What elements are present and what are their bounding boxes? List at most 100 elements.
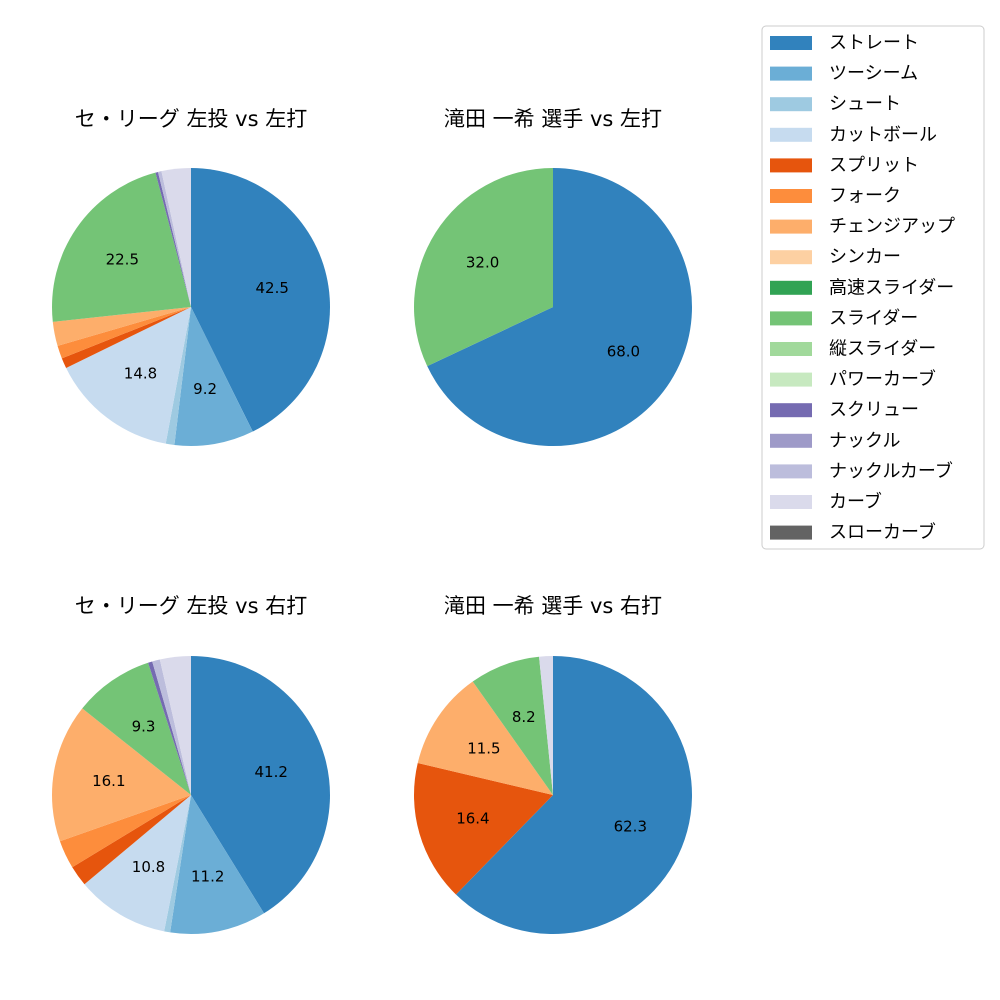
pie-labels: 68.0 32.0 bbox=[466, 253, 640, 360]
legend-item: フォーク bbox=[770, 186, 901, 207]
legend-swatch bbox=[770, 311, 812, 326]
legend-item: スライダー bbox=[770, 308, 918, 329]
pie-slice-11 bbox=[161, 168, 191, 307]
legend-item: 高速スライダー bbox=[770, 277, 954, 298]
legend-label: シンカー bbox=[829, 247, 901, 268]
pie-slice-3 bbox=[164, 795, 191, 933]
slice-value-label: 16.4 bbox=[456, 809, 489, 827]
pie-slice-5 bbox=[539, 656, 553, 795]
legend-item: シンカー bbox=[770, 247, 901, 268]
slice-value-label: 11.2 bbox=[191, 868, 224, 886]
pie-slice-6 bbox=[57, 307, 192, 359]
pie-slice-1 bbox=[191, 168, 331, 432]
legend-label: カーブ bbox=[829, 491, 882, 513]
pie-slice-5 bbox=[61, 307, 192, 368]
legend-item: 縦スライダー bbox=[770, 339, 936, 360]
slice-value-label: 22.5 bbox=[106, 251, 139, 269]
chart-title: セ・リーグ 左投 vs 右打 bbox=[75, 594, 307, 618]
legend-swatch bbox=[770, 127, 812, 142]
legend-label: ツーシーム bbox=[829, 63, 918, 84]
pie-slice-11 bbox=[159, 656, 191, 795]
legend-item: パワーカーブ bbox=[770, 368, 936, 390]
pie-slice-3 bbox=[165, 307, 191, 446]
slice-value-label: 42.5 bbox=[255, 279, 288, 297]
pie-slice-1 bbox=[455, 656, 693, 935]
legend-item: ナックル bbox=[770, 430, 900, 451]
legend-swatch bbox=[770, 342, 812, 356]
pie-chart-2: 滝田 一希 選手 vs 左打 68.0 32.0 bbox=[413, 107, 692, 446]
pie-slice-2 bbox=[174, 307, 253, 447]
pie-slices bbox=[52, 656, 330, 934]
slice-value-label: 9.3 bbox=[132, 718, 156, 736]
legend-item: スローカーブ bbox=[770, 521, 936, 543]
legend-swatch bbox=[770, 36, 812, 50]
legend-label: ナックルカーブ bbox=[829, 460, 953, 482]
pie-chart-3: セ・リーグ 左投 vs 右打 41.2 11.2 10.8 16.1 9.3 bbox=[52, 594, 330, 934]
pie-slice-4 bbox=[84, 795, 191, 932]
slice-value-label: 32.0 bbox=[466, 253, 499, 271]
legend-item: カットボール bbox=[770, 124, 937, 145]
legend-swatch bbox=[770, 372, 812, 387]
slice-value-label: 11.5 bbox=[467, 739, 500, 757]
slice-value-label: 68.0 bbox=[607, 343, 640, 361]
pie-slice-5 bbox=[72, 795, 191, 885]
legend-swatch bbox=[770, 189, 812, 203]
legend-label: チェンジアップ bbox=[829, 216, 955, 237]
legend-swatch bbox=[770, 433, 812, 448]
pie-slice-10 bbox=[152, 659, 191, 795]
legend-label: カットボール bbox=[829, 124, 937, 145]
pie-slice-8 bbox=[51, 172, 191, 322]
legend-swatch bbox=[770, 219, 812, 234]
legend-item: カーブ bbox=[770, 491, 882, 513]
legend-label: フォーク bbox=[829, 186, 901, 207]
legend-item: ツーシーム bbox=[770, 63, 918, 84]
legend-items: ストレートツーシームシュートカットボールスプリットフォークチェンジアップシンカー… bbox=[770, 33, 955, 543]
legend-swatch bbox=[770, 250, 812, 265]
pie-slice-10 bbox=[157, 171, 191, 307]
pie-slice-1 bbox=[427, 168, 692, 446]
slice-value-label: 62.3 bbox=[614, 817, 647, 835]
legend-item: シュート bbox=[770, 94, 901, 115]
slice-value-label: 16.1 bbox=[92, 772, 125, 790]
slice-value-label: 14.8 bbox=[124, 364, 157, 382]
legend-label: スローカーブ bbox=[829, 521, 936, 543]
pie-chart-4: 滝田 一希 選手 vs 右打 62.3 16.4 11.5 8.2 bbox=[414, 594, 693, 935]
pie-slice-1 bbox=[191, 656, 330, 914]
legend-item: スプリット bbox=[770, 155, 919, 176]
pie-slice-4 bbox=[66, 307, 191, 444]
pie-slices bbox=[51, 168, 331, 447]
legend-label: パワーカーブ bbox=[829, 368, 936, 390]
legend-swatch bbox=[770, 66, 812, 81]
pie-slice-9 bbox=[148, 661, 191, 795]
pie-slice-3 bbox=[417, 681, 553, 795]
pie-labels: 41.2 11.2 10.8 16.1 9.3 bbox=[92, 718, 288, 886]
legend-label: 縦スライダー bbox=[829, 339, 936, 360]
pie-labels: 62.3 16.4 11.5 8.2 bbox=[456, 708, 647, 836]
legend-swatch bbox=[770, 97, 812, 112]
legend-label: 高速スライダー bbox=[829, 277, 954, 298]
legend-item: ストレート bbox=[770, 33, 919, 54]
legend-swatch bbox=[770, 495, 812, 509]
pie-slices bbox=[414, 656, 693, 935]
pie-slices bbox=[413, 168, 692, 446]
pie-slice-8 bbox=[82, 662, 191, 795]
legend-label: ナックル bbox=[829, 430, 900, 451]
pie-slice-7 bbox=[52, 708, 192, 842]
legend-item: スクリュー bbox=[770, 400, 919, 421]
legend-label: シュート bbox=[829, 94, 901, 115]
legend-label: ストレート bbox=[829, 33, 919, 54]
legend-swatch bbox=[770, 158, 812, 173]
pie-slice-6 bbox=[59, 795, 191, 868]
legend-item: チェンジアップ bbox=[770, 216, 955, 237]
slice-value-label: 41.2 bbox=[254, 763, 287, 781]
legend-frame bbox=[761, 25, 985, 550]
legend-label: スクリュー bbox=[829, 400, 919, 421]
pie-slice-4 bbox=[472, 656, 553, 795]
pie-slice-7 bbox=[52, 307, 192, 346]
slice-value-label: 10.8 bbox=[132, 858, 165, 876]
legend-label: スライダー bbox=[829, 308, 918, 329]
pie-slice-2 bbox=[413, 168, 553, 367]
legend-swatch bbox=[770, 280, 812, 295]
legend: ストレートツーシームシュートカットボールスプリットフォークチェンジアップシンカー… bbox=[761, 25, 985, 550]
